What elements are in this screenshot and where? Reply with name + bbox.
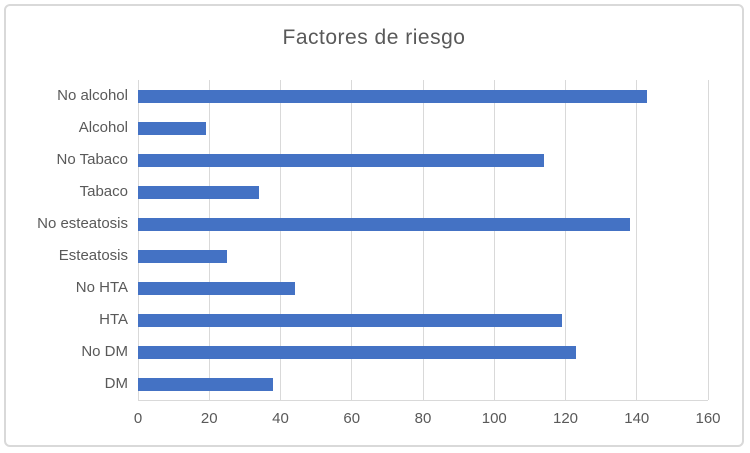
chart-title: Factores de riesgo [282, 26, 466, 49]
bar [138, 185, 260, 199]
x-tick-label: 100 [481, 410, 507, 427]
x-tick-label: 160 [695, 410, 721, 427]
bar [138, 281, 295, 295]
bar [138, 249, 228, 263]
gridline [280, 80, 281, 400]
bar [138, 153, 545, 167]
category-label: No DM [81, 343, 128, 360]
category-label: No esteatosis [37, 215, 128, 232]
bar [138, 121, 206, 135]
gridline [636, 80, 638, 400]
bar [138, 313, 562, 327]
gridline [351, 80, 353, 400]
x-tick-label: 0 [133, 410, 143, 427]
x-axis-line [138, 400, 708, 401]
gridline [565, 80, 566, 400]
x-tick-label: 140 [624, 410, 650, 427]
x-tick-label: 60 [343, 410, 361, 427]
bar [138, 377, 274, 391]
bar [138, 345, 577, 359]
bar [138, 217, 630, 231]
category-label: HTA [99, 311, 128, 328]
category-label: No alcohol [57, 87, 128, 104]
category-label: DM [104, 375, 128, 392]
bar [138, 89, 648, 103]
category-label: Tabaco [79, 183, 128, 200]
x-tick-label: 40 [272, 410, 289, 427]
x-tick-label: 120 [552, 410, 579, 427]
x-tick-label: 20 [200, 410, 218, 427]
category-label: No HTA [75, 279, 128, 296]
gridline [208, 80, 210, 400]
category-label: No Tabaco [56, 151, 128, 168]
gridline [493, 80, 495, 400]
x-tick-label: 80 [414, 410, 432, 427]
category-label: Alcohol [78, 119, 128, 136]
gridline [707, 80, 709, 400]
chart-frame: Factores de riesgo No alcohol Alcohol No T… [4, 4, 744, 447]
plot-area [137, 80, 709, 401]
category-label: Esteatosis [58, 247, 128, 264]
gridline [137, 80, 139, 400]
gridline [422, 80, 424, 400]
